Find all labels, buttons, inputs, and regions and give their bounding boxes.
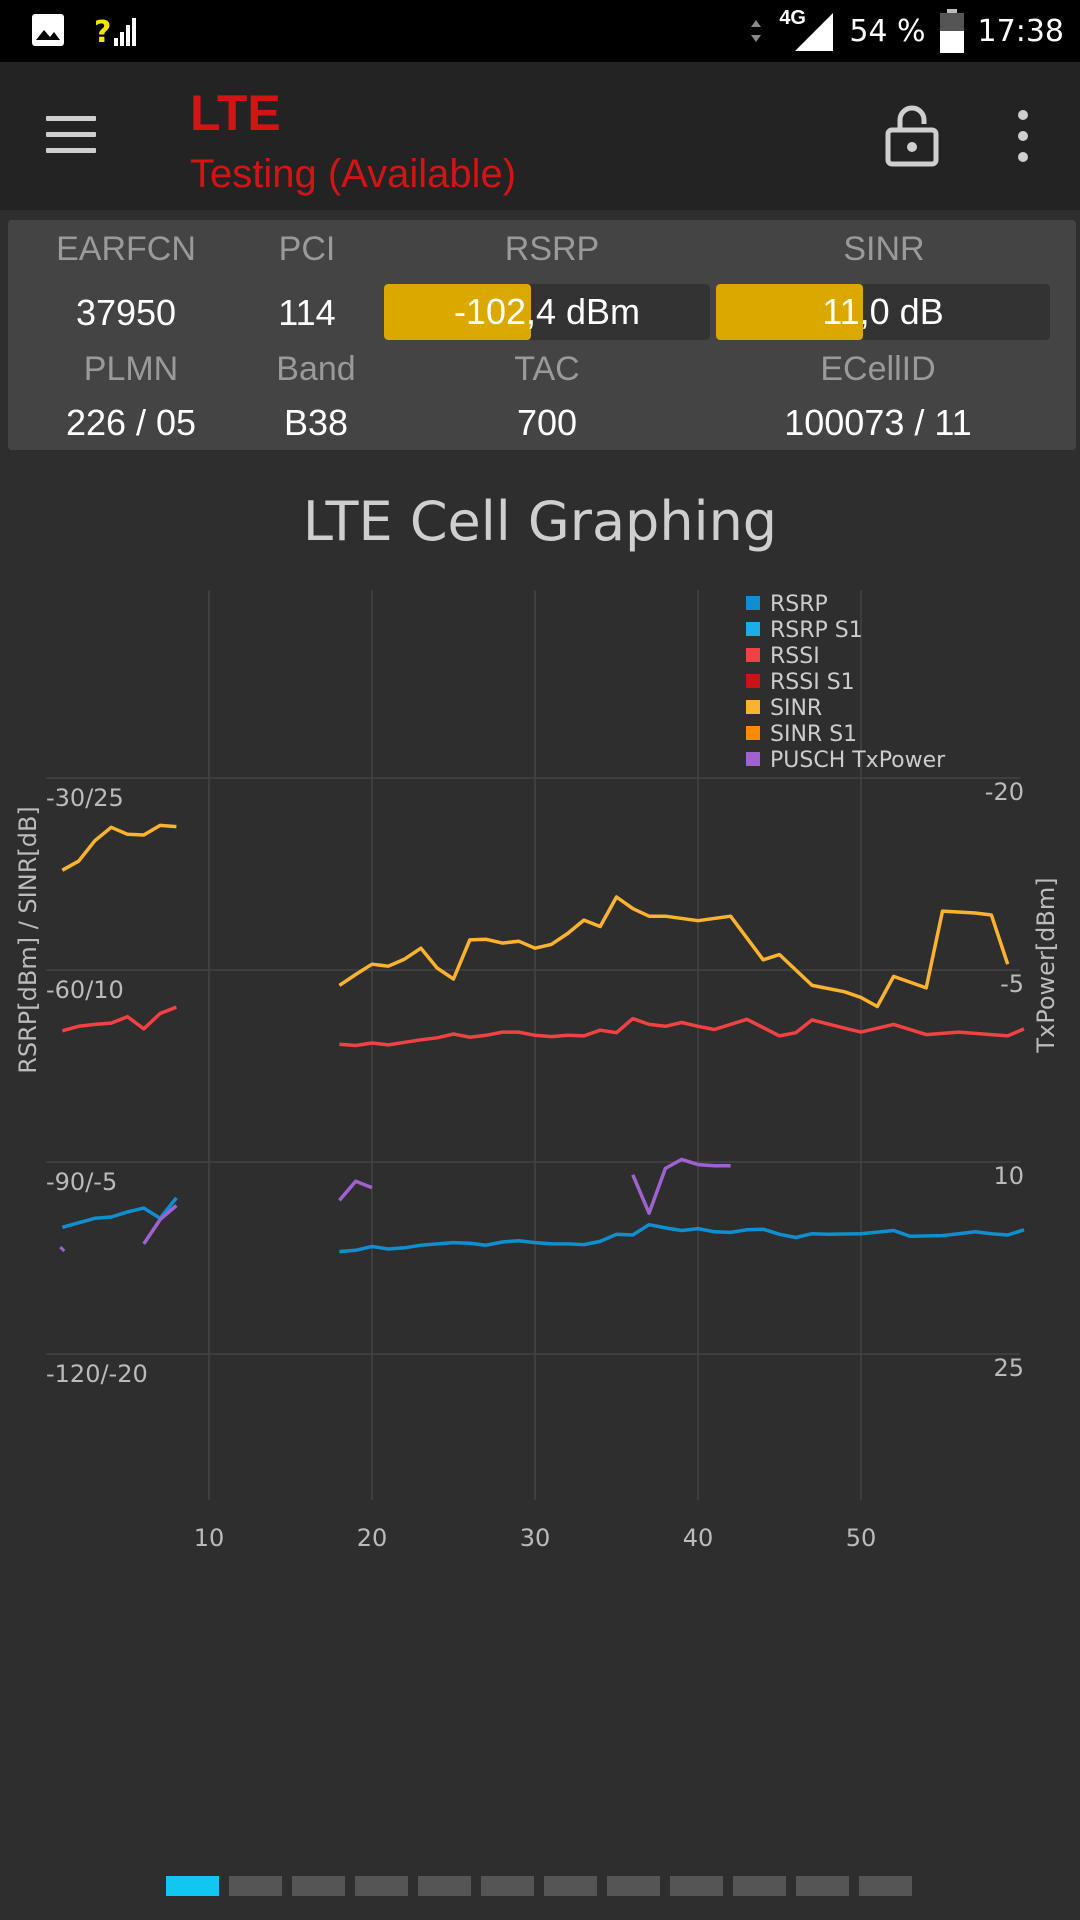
earfcn-label: EARFCN	[56, 230, 196, 268]
x-tick-label: 20	[357, 1524, 388, 1552]
page-subtitle: Testing (Available)	[190, 152, 517, 196]
page-dot[interactable]	[166, 1876, 219, 1896]
series-line-pusch-txpower	[142, 1204, 178, 1245]
page-title: LTE	[190, 85, 281, 141]
status-bar: ? 4G 54 % 17:38	[0, 0, 1080, 62]
series-line-rsrp	[61, 1196, 178, 1229]
data-arrows-icon	[751, 20, 762, 42]
page-dot[interactable]	[544, 1876, 597, 1896]
pci-label: PCI	[278, 230, 336, 268]
legend-swatch	[746, 648, 760, 662]
y-axis-title: RSRP[dBm] / SINR[dB]	[14, 806, 42, 1074]
series-line-sinr	[338, 895, 1010, 1009]
pci-value: 114	[278, 292, 336, 333]
legend-swatch	[746, 674, 760, 688]
tac-label: TAC	[514, 350, 580, 388]
series-line-pusch-txpower	[59, 1245, 66, 1253]
y-tick-label: -30/25	[46, 784, 124, 812]
x-tick-label: 10	[194, 1524, 225, 1552]
sinr-meter: 11,0 dB	[716, 284, 1050, 340]
signal-icon: 4G	[777, 7, 835, 53]
network-type-label: 4G	[779, 7, 806, 29]
series-line-rssi	[339, 1016, 1025, 1048]
legend-label: RSRP S1	[770, 618, 863, 643]
series-line-pusch-txpower	[631, 1157, 731, 1215]
x-tick-label: 30	[520, 1524, 551, 1552]
app-bar: LTE Testing (Available)	[0, 62, 1080, 210]
rsrp-value: -102,4 dBm	[453, 291, 641, 332]
page-dot[interactable]	[481, 1876, 534, 1896]
series-line-rssi	[61, 1005, 178, 1033]
plmn-value: 226 / 05	[65, 402, 197, 443]
sinr-value: 11,0 dB	[822, 291, 944, 332]
series-line-sinr	[61, 823, 177, 872]
page-dot[interactable]	[859, 1876, 912, 1896]
legend-swatch	[746, 622, 760, 636]
y2-tick-label: -5	[1000, 970, 1024, 998]
battery-percent: 54 %	[849, 13, 926, 49]
sinr-label: SINR	[843, 230, 925, 268]
y-tick-label: -60/10	[46, 976, 124, 1004]
series-line-rsrp	[339, 1222, 1025, 1254]
rsrp-meter: -102,4 dBm	[384, 284, 710, 340]
legend-swatch	[746, 700, 760, 714]
x-tick-label: 50	[846, 1524, 877, 1552]
legend-label: RSSI	[770, 644, 820, 669]
svg-text:?: ?	[94, 15, 111, 48]
earfcn-value: 37950	[75, 292, 177, 333]
y-tick-label: -120/-20	[46, 1360, 148, 1388]
legend-label: RSRP	[770, 592, 828, 617]
plmn-label: PLMN	[83, 350, 179, 388]
menu-icon[interactable]	[46, 114, 100, 154]
band-label: Band	[276, 350, 356, 388]
page-dot[interactable]	[292, 1876, 345, 1896]
y2-tick-label: 10	[993, 1162, 1024, 1190]
cell-info-card: EARFCN PCI RSRP SINR 37950 114 -102,4 dB…	[8, 220, 1076, 450]
page-dot[interactable]	[733, 1876, 786, 1896]
tac-value: 700	[516, 402, 578, 443]
more-vert-icon[interactable]	[1004, 108, 1040, 164]
y-tick-label: -90/-5	[46, 1168, 117, 1196]
page-dot[interactable]	[796, 1876, 849, 1896]
rsrp-meter-fill	[384, 284, 531, 340]
legend-label: PUSCH TxPower	[770, 748, 946, 773]
legend-label: SINR S1	[770, 722, 857, 747]
x-tick-label: 40	[683, 1524, 714, 1552]
y2-tick-label: -20	[985, 778, 1024, 806]
rsrp-label: RSRP	[504, 230, 600, 268]
battery-icon	[939, 9, 964, 53]
chart-title: LTE Cell Graphing	[302, 490, 778, 553]
sinr-meter-fill	[716, 284, 863, 340]
legend-label: RSSI S1	[770, 670, 855, 695]
ecellid-label: ECellID	[820, 350, 936, 388]
legend-swatch	[746, 726, 760, 740]
y2-tick-label: 25	[993, 1354, 1024, 1382]
legend-label: SINR	[770, 696, 822, 721]
page-dot[interactable]	[418, 1876, 471, 1896]
page-indicator	[166, 1876, 912, 1896]
lte-chart[interactable]: 10 20 30 40 50 -30/25 -60/10 -90/-5 -120/-20 -20 -…	[0, 580, 1080, 1580]
series-line-pusch-txpower	[338, 1179, 373, 1202]
lock-open-icon[interactable]	[882, 104, 942, 168]
page-dot[interactable]	[355, 1876, 408, 1896]
band-value: B38	[283, 402, 349, 443]
page-dot[interactable]	[229, 1876, 282, 1896]
page-dot[interactable]	[670, 1876, 723, 1896]
signal-unknown-icon: ?	[94, 15, 136, 48]
ecellid-value: 100073 / 11	[784, 402, 972, 443]
page-dot[interactable]	[607, 1876, 660, 1896]
legend-swatch	[746, 752, 760, 766]
image-icon	[32, 14, 64, 46]
clock: 17:38	[977, 13, 1064, 49]
legend-swatch	[746, 596, 760, 610]
y2-axis-title: TxPower[dBm]	[1032, 877, 1060, 1053]
